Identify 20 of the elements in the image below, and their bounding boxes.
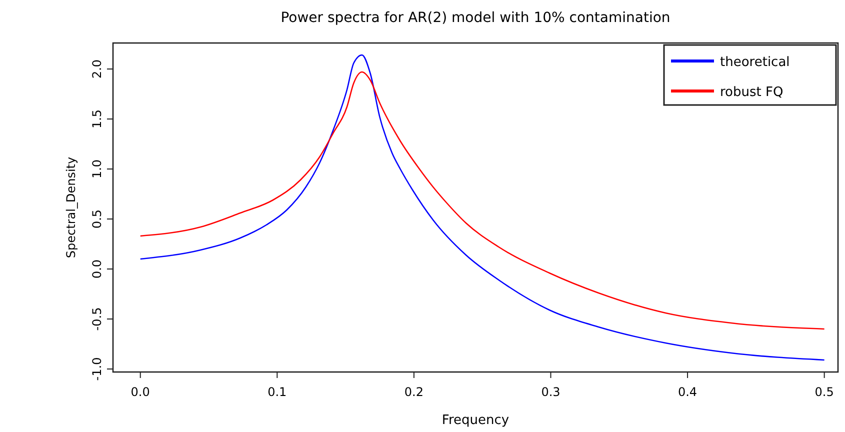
x-tick-label: 0.5 [814,385,834,399]
y-tick-label: 0.0 [90,259,104,279]
line-series [140,71,825,330]
y-tick-label: -1.0 [90,357,104,381]
y-axis-title: Spectral_Density [64,156,78,258]
x-tick-label: 0.0 [130,385,150,399]
line-series [140,54,825,361]
x-tick-label: 0.1 [268,385,287,399]
y-tick-label: -0.5 [90,307,104,331]
x-tick-label: 0.4 [678,385,698,399]
legend-label: robust FQ [720,85,784,100]
legend-label: theoretical [720,55,790,70]
chart-title: Power spectra for AR(2) model with 10% contamination [280,10,670,26]
y-tick-label: 1.0 [90,159,104,179]
x-axis-title: Frequency [442,413,510,428]
y-tick-label: 0.5 [90,209,104,229]
x-tick-label: 0.3 [541,385,560,399]
x-tick-label: 0.2 [404,385,424,399]
y-tick-label: 1.5 [90,109,104,129]
y-tick-label: 2.0 [90,59,104,79]
